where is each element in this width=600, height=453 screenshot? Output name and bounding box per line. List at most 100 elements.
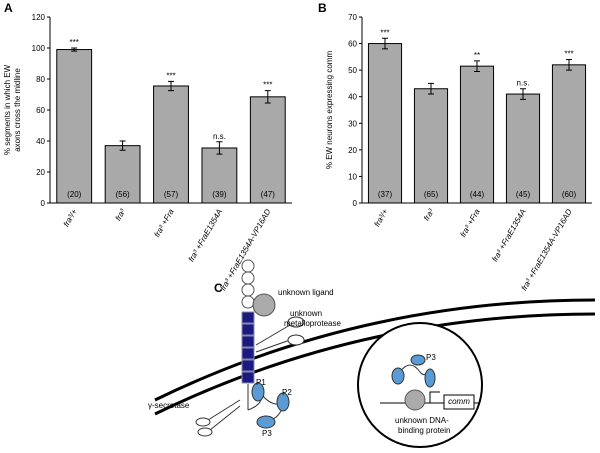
panel-label: B (318, 1, 327, 15)
y-tick-label: 70 (348, 13, 357, 22)
n-label: (44) (470, 190, 485, 199)
n-label: (47) (261, 190, 276, 199)
n-label: (37) (378, 190, 393, 199)
significance: ** (474, 51, 480, 60)
domain (276, 392, 290, 412)
domain (424, 368, 436, 388)
label: P2 (282, 388, 292, 397)
diagram: C unknown ligand unknown metalloprotease… (148, 259, 596, 448)
bar (367, 43, 403, 204)
x-tick-label: fra³ +FraE1354A (490, 208, 527, 264)
bar (459, 65, 495, 204)
scissors (255, 324, 291, 353)
charts: A % segments in which EW axons cross the m… (3, 1, 592, 292)
panel-label: A (4, 1, 13, 15)
promoter-arrow (429, 391, 440, 403)
error-bar (566, 59, 572, 71)
y-axis-label: axons cross the midline (13, 68, 22, 152)
bar (505, 93, 541, 204)
n-label: (60) (562, 190, 577, 199)
label: unknown ligand (278, 288, 334, 297)
scissors (195, 417, 211, 427)
y-tick-label: 20 (348, 146, 357, 155)
scissors (287, 334, 305, 346)
y-tick-label: 10 (348, 172, 357, 181)
label: P3 (426, 353, 436, 362)
label: binding protein (398, 426, 450, 435)
y-tick-label: 40 (348, 93, 357, 102)
bar (249, 96, 286, 204)
significance: *** (263, 81, 272, 90)
receptor-fn3 (241, 311, 255, 384)
label: unknown DNA- (395, 416, 449, 425)
error-bar (119, 140, 126, 151)
y-tick-label: 60 (348, 40, 357, 49)
significance: *** (166, 71, 175, 80)
domain (391, 367, 405, 385)
membrane (154, 298, 596, 402)
x-tick-label: fra³ +FraE1354A (187, 208, 224, 264)
error-bar (71, 47, 78, 52)
panel-label: C (214, 281, 223, 295)
y-tick-label: 40 (36, 137, 45, 146)
y-axis-label: % EW neurons expressing comm (325, 51, 334, 170)
y-axis-label: % segments in which EW (3, 64, 12, 155)
domain (410, 354, 426, 366)
x-tick-label: fra³ +Fra (458, 207, 482, 239)
nucleus (357, 322, 483, 448)
x-tick-label: fra³ (422, 207, 436, 222)
icd (247, 393, 286, 421)
y-tick-label: 0 (353, 199, 358, 208)
bar (551, 64, 587, 204)
bar (413, 88, 449, 204)
significance: n.s. (517, 79, 530, 88)
membrane (154, 312, 596, 416)
significance: *** (70, 38, 79, 47)
significance: *** (564, 50, 573, 59)
n-label: (57) (164, 190, 179, 199)
x-tick-label: fra³ +FraE1354A-VP16AD (520, 207, 574, 292)
y-tick-label: 50 (348, 66, 357, 75)
bar (104, 145, 141, 204)
error-bar (264, 90, 271, 104)
n-label: (20) (67, 190, 82, 199)
dna-binding-protein (404, 389, 426, 411)
x-tick-label: fra³/+ (62, 207, 79, 228)
n-label: (39) (212, 190, 227, 199)
error-bar (216, 141, 223, 155)
n-label: (56) (115, 190, 130, 199)
x-tick-label: fra³ (114, 207, 128, 222)
bar (153, 85, 189, 204)
domain (256, 415, 276, 429)
label: comm (448, 397, 470, 406)
gene-box (443, 394, 475, 410)
y-tick-label: 30 (348, 119, 357, 128)
y-tick-label: 20 (36, 168, 45, 177)
significance: n.s. (213, 132, 226, 141)
error-bar (168, 80, 174, 92)
label: metalloprotease (284, 319, 341, 328)
scissors (207, 399, 241, 431)
domain (251, 382, 265, 402)
scissors (287, 316, 305, 328)
error-bar (382, 37, 388, 50)
ligand (252, 293, 276, 317)
x-tick-label: fra³/+ (372, 207, 389, 228)
significance: *** (380, 28, 389, 37)
n-label: (45) (516, 190, 531, 199)
label: γ-secretase (148, 401, 190, 410)
x-tick-label: fra³ +Fra (152, 207, 176, 239)
error-bar (520, 88, 526, 100)
receptor-ectodomain (241, 259, 255, 309)
bar (56, 49, 93, 204)
n-label: (65) (424, 190, 439, 199)
scissors (197, 427, 213, 437)
error-bar (428, 82, 434, 95)
label: unknown (290, 309, 322, 318)
label: P3 (262, 429, 272, 438)
y-tick-label: 80 (36, 75, 45, 84)
label: P1 (256, 378, 266, 387)
y-tick-label: 60 (36, 106, 45, 115)
y-tick-label: 0 (41, 199, 46, 208)
